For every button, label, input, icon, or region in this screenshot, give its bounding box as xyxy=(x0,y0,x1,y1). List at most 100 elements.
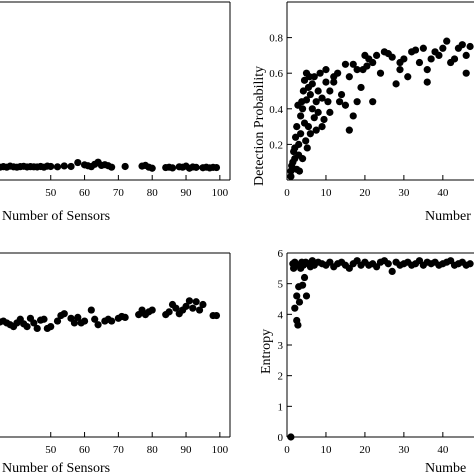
data-point xyxy=(349,60,357,68)
panel-2-x-tick-label: 80 xyxy=(147,444,159,456)
data-point xyxy=(291,133,300,141)
panel-bottom-right: 0 10 20 30 40 0 1 2 3 4 5 6 Numbe Entropy xyxy=(259,248,474,474)
panel-bottom-left: 50 60 70 80 90 100 Number of Sensors xyxy=(0,252,231,474)
data-point xyxy=(312,98,320,106)
panel-1-y-tick-label: 0.2 xyxy=(269,139,283,151)
data-point xyxy=(337,90,346,99)
data-point xyxy=(287,172,295,181)
panel-top-left: 50 60 70 80 90 100 Number of Sensors xyxy=(0,1,231,224)
data-point xyxy=(400,55,408,63)
data-point xyxy=(298,155,307,163)
data-point xyxy=(302,292,311,300)
panel-1-xlabel: Number xyxy=(425,209,471,224)
data-point xyxy=(316,69,324,77)
panel-3-ylabel: Entropy xyxy=(259,329,274,374)
panel-3-x-tick-label: 0 xyxy=(284,444,290,456)
panel-3-y-tick-label: 1 xyxy=(278,401,284,413)
data-point xyxy=(302,96,311,104)
data-point xyxy=(23,323,31,331)
data-point xyxy=(294,321,302,329)
panel-1-x-tick-label: 40 xyxy=(437,187,449,199)
data-point xyxy=(70,319,79,327)
data-point xyxy=(318,123,326,131)
data-point xyxy=(341,60,350,68)
data-point xyxy=(60,310,68,318)
panel-0-x-tick-label: 90 xyxy=(181,187,193,199)
data-point xyxy=(326,108,334,116)
data-point xyxy=(376,69,385,77)
data-point xyxy=(462,51,470,60)
data-point xyxy=(295,298,304,306)
data-point xyxy=(308,80,316,88)
data-point xyxy=(293,292,301,300)
data-point xyxy=(299,87,307,95)
data-point xyxy=(388,267,396,275)
panel-top-right: 0 10 20 30 40 0.2 0.4 0.6 0.8 Number Detection P… xyxy=(252,1,474,224)
data-point xyxy=(384,260,392,268)
data-point xyxy=(443,37,451,45)
panel-1-x-tick-label: 10 xyxy=(320,187,332,199)
data-point xyxy=(297,130,305,138)
data-point xyxy=(419,44,427,52)
panel-3-y-tick-label: 6 xyxy=(278,248,284,260)
data-point xyxy=(295,140,303,148)
data-point xyxy=(326,87,334,95)
data-point xyxy=(287,433,295,441)
data-point xyxy=(67,162,75,171)
data-point xyxy=(427,55,435,63)
data-point xyxy=(388,53,396,61)
data-point xyxy=(172,304,180,312)
data-point xyxy=(423,78,431,86)
panel-2-x-tick-label: 100 xyxy=(212,444,229,456)
data-point xyxy=(165,308,173,316)
data-point xyxy=(53,317,62,325)
data-point xyxy=(423,66,431,74)
panel-3-x-tick-label: 20 xyxy=(359,444,371,456)
data-point xyxy=(450,55,459,63)
data-point xyxy=(306,90,314,99)
panel-0-x-tick-label: 60 xyxy=(79,187,91,199)
data-point xyxy=(334,69,342,77)
panel-3-y-tick-label: 4 xyxy=(278,309,284,321)
data-point xyxy=(353,66,361,74)
data-point xyxy=(287,167,295,175)
data-point xyxy=(345,126,353,134)
data-point xyxy=(87,306,95,314)
data-point xyxy=(373,51,381,60)
panel-1-y-tick-label: 0.4 xyxy=(269,104,283,116)
data-point xyxy=(47,162,55,171)
data-point xyxy=(314,108,322,116)
panel-3-x-tick-label: 10 xyxy=(320,444,332,456)
data-point xyxy=(295,167,304,175)
panel-0-x-tick-label: 50 xyxy=(45,187,57,199)
data-point xyxy=(411,46,420,54)
data-point xyxy=(212,311,221,320)
data-point xyxy=(341,101,350,109)
data-point xyxy=(310,114,318,122)
data-point xyxy=(314,87,322,95)
data-point xyxy=(369,98,377,106)
data-point xyxy=(322,66,330,74)
data-point xyxy=(33,324,41,333)
data-point xyxy=(335,98,344,106)
data-point xyxy=(462,69,470,77)
data-point xyxy=(345,73,353,81)
data-point xyxy=(91,315,99,323)
data-point xyxy=(47,323,55,331)
panel-2-x-tick-label: 70 xyxy=(113,444,125,456)
panel-3-x-tick-label: 30 xyxy=(398,444,410,456)
data-point xyxy=(300,76,309,84)
data-point xyxy=(108,163,116,171)
data-point xyxy=(312,126,320,134)
panel-2-x-tick-label: 60 xyxy=(79,444,91,456)
data-point xyxy=(192,163,200,171)
panel-0-x-tick-label: 70 xyxy=(113,187,125,199)
data-point xyxy=(74,158,82,167)
panel-2-xlabel: Number of Sensors xyxy=(2,461,110,474)
panel-1-y-tick-label: 0.8 xyxy=(269,33,283,45)
data-point xyxy=(439,44,447,52)
data-point xyxy=(363,62,371,70)
panel-3-y-tick-label: 5 xyxy=(278,279,284,291)
data-point xyxy=(291,304,299,312)
panel-1-y-tick-label: 0.6 xyxy=(269,68,283,80)
